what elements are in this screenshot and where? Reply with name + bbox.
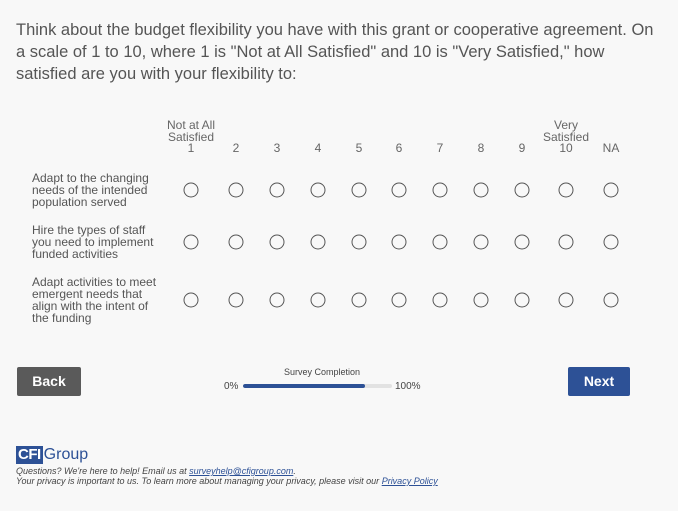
progress-fill — [243, 384, 366, 388]
column-header-top: Very — [553, 118, 578, 132]
column-header-7: 7 — [436, 141, 444, 155]
column-header-value: 2 — [232, 141, 240, 155]
privacy-policy-link[interactable]: Privacy Policy — [381, 476, 438, 486]
help-email-link[interactable]: surveyhelp@cfigroup.com — [189, 466, 294, 476]
column-header-value: NA — [602, 141, 620, 155]
privacy-text: Your privacy is important to us. To lear… — [16, 476, 382, 486]
column-header-3: 3 — [273, 141, 281, 155]
radio-row3-8[interactable] — [473, 292, 489, 308]
column-header-5: 5 — [355, 141, 363, 155]
column-header-2: 2 — [232, 141, 240, 155]
column-header-mid: Satisfied — [542, 129, 590, 144]
radio-row2-5[interactable] — [351, 234, 367, 250]
radio-row2-8[interactable] — [473, 234, 489, 250]
column-header-value: 3 — [273, 141, 281, 155]
help-text: Questions? We're here to help! Email us … — [16, 466, 190, 476]
next-button[interactable]: Next — [568, 367, 630, 396]
column-header-mid: Satisfied — [167, 129, 215, 144]
column-header-8: 8 — [477, 141, 485, 155]
radio-row3-9[interactable] — [514, 292, 530, 308]
row-label: Adapt activities to meet emergent needs t… — [32, 276, 160, 324]
radio-row2-na[interactable] — [603, 234, 619, 250]
progress-bar — [243, 384, 392, 388]
progress-label: Survey Completion — [283, 367, 361, 377]
row-label-line: you need to implement — [32, 235, 154, 249]
back-button[interactable]: Back — [17, 367, 81, 396]
radio-row1-6[interactable] — [391, 182, 407, 198]
column-header-1: Not at All Satisfied 1 — [166, 118, 216, 155]
radio-row1-5[interactable] — [351, 182, 367, 198]
cfi-group-logo: CFI Group — [16, 446, 88, 464]
radio-row2-3[interactable] — [269, 234, 285, 250]
radio-row3-2[interactable] — [228, 292, 244, 308]
radio-row3-7[interactable] — [432, 292, 448, 308]
radio-row2-1[interactable] — [183, 234, 199, 250]
radio-row3-na[interactable] — [603, 292, 619, 308]
help-end: . — [293, 466, 296, 476]
radio-row3-3[interactable] — [269, 292, 285, 308]
privacy-line: Your privacy is important to us. To lear… — [16, 476, 438, 486]
column-header-value: 6 — [395, 141, 403, 155]
column-header-value: 10 — [559, 141, 573, 155]
question-text: Think about the budget flexibility you h… — [16, 21, 654, 83]
radio-row3-6[interactable] — [391, 292, 407, 308]
column-header-value: 4 — [314, 141, 322, 155]
radio-row1-2[interactable] — [228, 182, 244, 198]
radio-row3-5[interactable] — [351, 292, 367, 308]
column-header-value: 9 — [518, 141, 526, 155]
radio-row2-4[interactable] — [310, 234, 326, 250]
logo-text: Group — [43, 446, 89, 463]
rating-grid: Not at All Satisfied 1 2 3 4 5 6 7 8 9 Very Satisfie… — [32, 118, 620, 324]
radio-row1-4[interactable] — [310, 182, 326, 198]
column-header-na: NA — [602, 141, 620, 155]
radio-row1-10[interactable] — [558, 182, 574, 198]
column-header-top: Not at All — [166, 118, 216, 132]
radio-row2-7[interactable] — [432, 234, 448, 250]
progress-max-label: 100% — [395, 381, 421, 392]
row-label-line: the funding — [32, 311, 92, 325]
radio-row1-7[interactable] — [432, 182, 448, 198]
radio-row3-4[interactable] — [310, 292, 326, 308]
row-label: Adapt to the changing needs of the intend… — [32, 172, 160, 208]
radio-row1-1[interactable] — [183, 182, 199, 198]
column-header-value: 1 — [187, 141, 195, 155]
row-label: Hire the types of staff you need to imple… — [32, 224, 160, 260]
radio-row2-2[interactable] — [228, 234, 244, 250]
row-label-line: Hire the types of staff — [32, 223, 146, 237]
radio-row1-na[interactable] — [603, 182, 619, 198]
row-label-line: funded activities — [32, 247, 119, 261]
radio-row3-1[interactable] — [183, 292, 199, 308]
column-header-10: Very Satisfied 10 — [542, 118, 590, 155]
row-label-line: Adapt activities to meet — [32, 275, 157, 289]
radio-row2-9[interactable] — [514, 234, 530, 250]
column-header-9: 9 — [518, 141, 526, 155]
column-header-value: 8 — [477, 141, 485, 155]
row-label-line: emergent needs that — [32, 287, 143, 301]
radio-row3-10[interactable] — [558, 292, 574, 308]
radio-row1-9[interactable] — [514, 182, 530, 198]
progress-min-label: 0% — [224, 381, 239, 392]
row-label-line: population served — [32, 195, 127, 209]
radio-row1-8[interactable] — [473, 182, 489, 198]
column-header-4: 4 — [314, 141, 322, 155]
row-label-line: align with the intent of — [32, 299, 149, 313]
radio-row1-3[interactable] — [269, 182, 285, 198]
column-header-6: 6 — [395, 141, 403, 155]
row-label-line: Adapt to the changing — [32, 171, 149, 185]
column-header-value: 7 — [436, 141, 444, 155]
row-label-line: needs of the intended — [32, 183, 148, 197]
radio-row2-6[interactable] — [391, 234, 407, 250]
radio-row2-10[interactable] — [558, 234, 574, 250]
column-header-value: 5 — [355, 141, 363, 155]
logo-box: CFI — [16, 446, 43, 464]
help-line: Questions? We're here to help! Email us … — [16, 466, 296, 476]
